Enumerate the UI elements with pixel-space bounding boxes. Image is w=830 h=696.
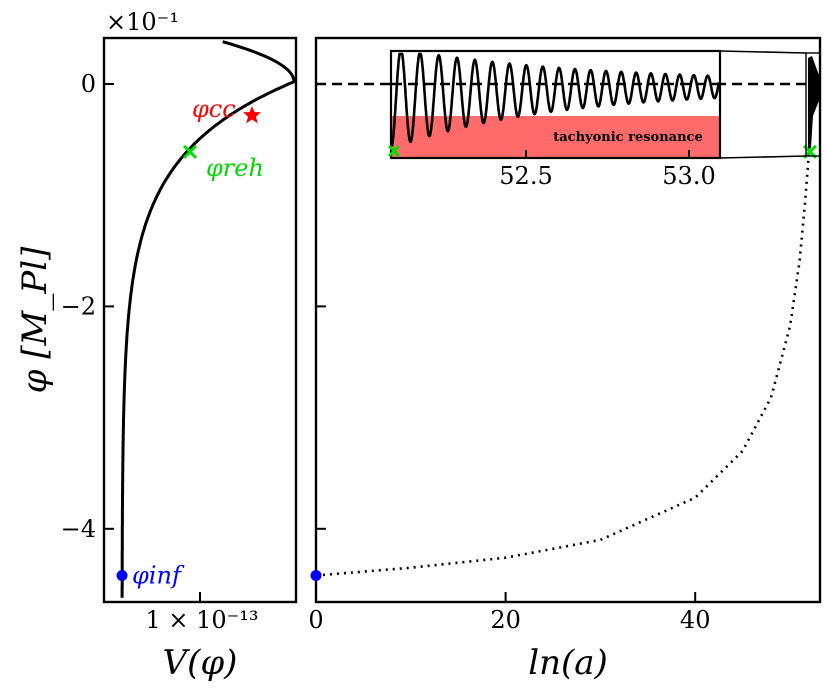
x-tick-label-0: 0 bbox=[308, 606, 323, 634]
x-tick-label-20: 20 bbox=[490, 606, 521, 634]
zoom-connector-bottom bbox=[719, 155, 807, 159]
y-tick-label-0: 0 bbox=[81, 70, 96, 98]
inset-frame bbox=[389, 49, 722, 160]
potential-curve bbox=[120, 40, 296, 598]
evolution-x-ticks bbox=[315, 592, 697, 602]
phi-cc-star-marker bbox=[243, 106, 261, 124]
phi-cc-label: φcc bbox=[192, 95, 236, 123]
tachyonic-resonance-label: tachyonic resonance bbox=[553, 130, 702, 145]
potential-panel: 0 −2 −4 ×10⁻¹ 1 × 10⁻¹³ V(φ) φ [M_Pl] φc… bbox=[15, 8, 298, 683]
inset-reheating-marker bbox=[387, 144, 401, 158]
phi-reh-label: φreh bbox=[206, 154, 264, 182]
inset-tick-label-53.0: 53.0 bbox=[662, 162, 715, 190]
phi-y-label: φ [M_Pl] bbox=[15, 246, 55, 393]
inset: tachyonic resonance 52.5 53.0 bbox=[387, 49, 722, 190]
y-scale-label: ×10⁻¹ bbox=[106, 8, 179, 36]
phi-reh-x-marker bbox=[182, 144, 198, 159]
potential-x-label: V(φ) bbox=[163, 643, 238, 683]
phi-inf-label: φinf bbox=[132, 562, 185, 590]
evolution-panel: 0 20 40 ln(a) tachyonic resonance 52.5 5… bbox=[308, 36, 822, 683]
y-tick-label-minus4: −4 bbox=[61, 515, 96, 543]
potential-x-tick-label: 1 × 10⁻¹³ bbox=[145, 606, 258, 634]
y-tick-label-minus2: −2 bbox=[61, 292, 96, 320]
x-tick-label-40: 40 bbox=[680, 606, 711, 634]
evolution-x-label: ln(a) bbox=[528, 643, 608, 683]
evolution-frame bbox=[314, 36, 822, 604]
phi-evolution-dotted-curve bbox=[315, 151, 811, 577]
phi-inf-dot-marker bbox=[116, 570, 128, 582]
zoom-connector-top bbox=[719, 50, 807, 54]
evolution-y-ticks bbox=[316, 83, 326, 530]
potential-y-ticks bbox=[104, 83, 114, 530]
start-dot-marker bbox=[310, 570, 322, 582]
zoom-source-box bbox=[805, 52, 821, 157]
oscillation-band bbox=[807, 56, 820, 150]
inset-tick-label-52.5: 52.5 bbox=[499, 162, 552, 190]
inset-oscillation-curve bbox=[390, 52, 721, 147]
